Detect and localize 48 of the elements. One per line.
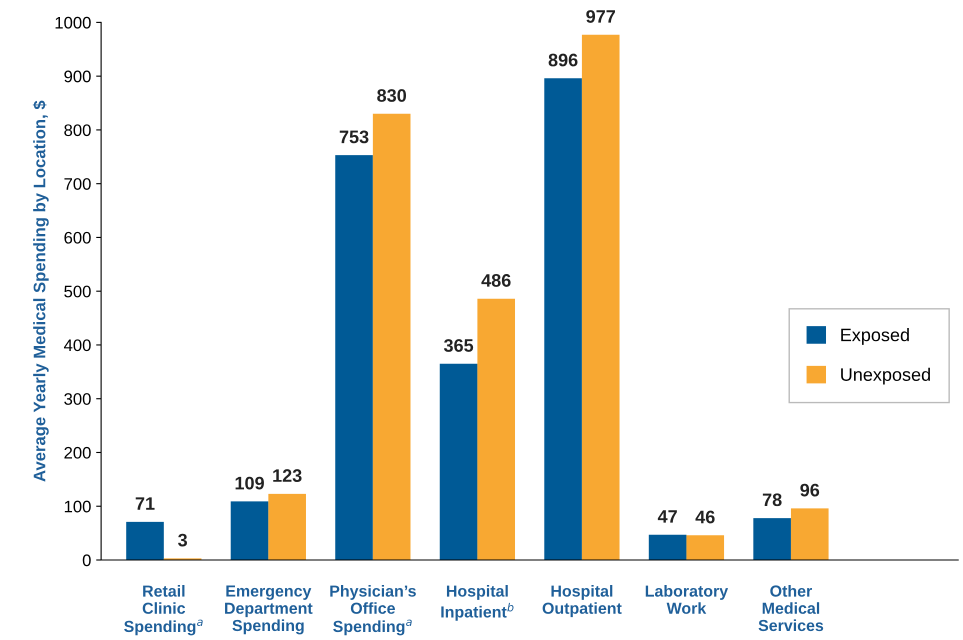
bar [753,518,791,560]
data-label: 3 [178,534,188,547]
y-tick-label: 500 [64,286,91,298]
data-label: 977 [586,10,615,23]
legend-label: Unexposed [841,368,930,385]
bar [230,501,268,560]
bar [790,508,829,560]
data-label: 753 [340,130,368,144]
data-label: 896 [548,54,578,66]
x-tick-label: Hospital Outpatient [542,585,622,618]
y-tick-label: 200 [64,446,91,459]
data-label: 123 [273,469,302,482]
data-label: 78 [762,493,782,506]
y-tick-label: 1000 [56,16,91,29]
bar [372,114,410,560]
bar [582,34,620,560]
bar [335,155,373,560]
data-label: 46 [695,510,715,524]
x-tick-label: Laboratory Work [646,585,728,614]
data-label: 71 [136,497,155,510]
data-label: 109 [236,476,264,490]
data-label: 365 [444,339,474,352]
bar [648,534,686,560]
data-label: 486 [481,274,511,287]
x-tick-label: Retail Clinic Spending$^{a}$ [124,585,203,636]
y-tick-label: 600 [64,232,91,244]
bar [686,535,724,560]
y-tick-label: 900 [64,70,91,82]
data-label: 96 [800,484,820,496]
data-label: 47 [658,510,677,523]
legend-label: Exposed [841,328,909,345]
bar [477,298,516,560]
y-tick-label: 400 [64,339,91,352]
y-tick-label: 0 [82,554,91,566]
bar [544,78,582,560]
x-tick-label: Hospital Inpatient$^{b}$ [441,585,514,621]
bar [268,494,306,560]
x-tick-label: Other Medical Services [758,585,824,632]
bar [126,522,164,560]
x-tick-label: Emergency Department Spending [225,586,313,634]
bar [440,364,478,560]
y-tick-label: 100 [64,500,91,512]
x-tick-label: Physician’s Office Spending$^{a}$ [330,585,416,636]
y-tick-label: 300 [64,393,91,405]
data-label: 830 [377,89,406,102]
y-axis-title: Average Yearly Medical Spending by Location, $ [32,100,49,482]
y-tick-label: 700 [64,178,91,190]
y-tick-label: 800 [64,124,91,136]
